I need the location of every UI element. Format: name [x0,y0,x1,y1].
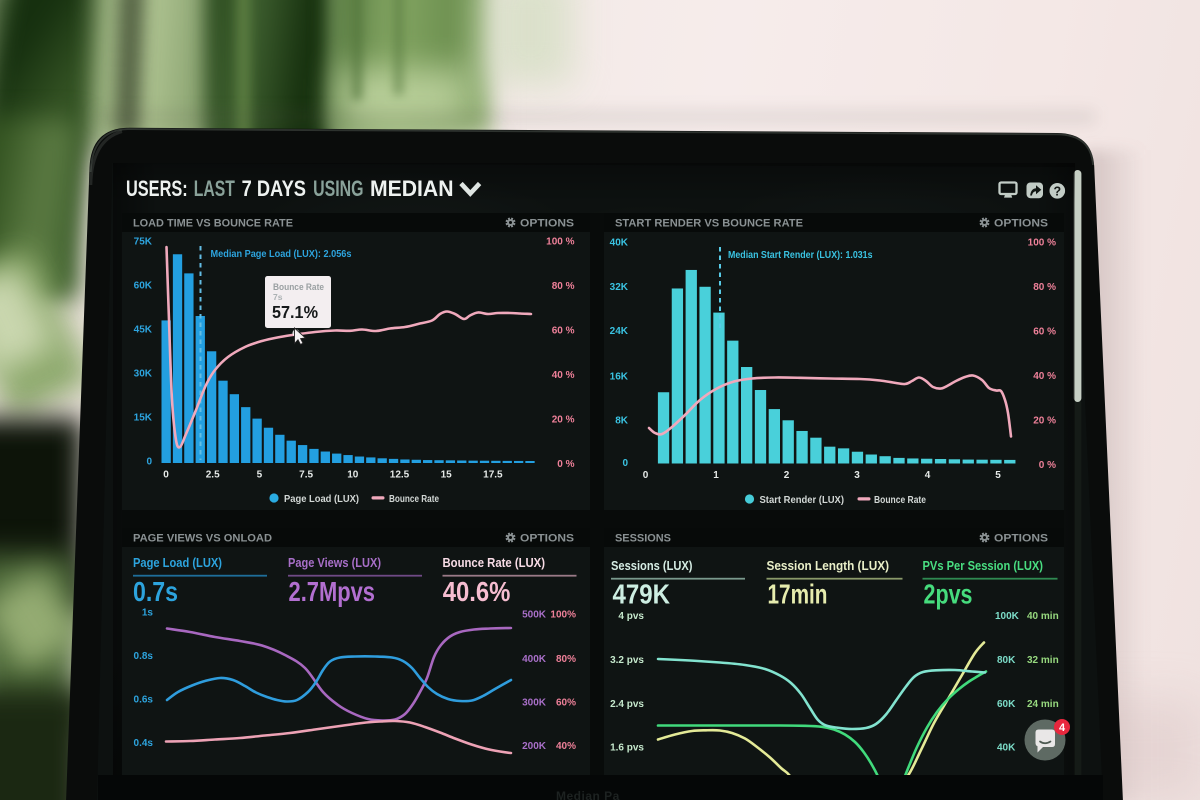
svg-text:0.6s: 0.6s [134,695,154,706]
svg-text:4: 4 [925,470,931,481]
svg-text:24K: 24K [610,326,629,337]
svg-text:57.1%: 57.1% [272,302,318,322]
svg-text:40K: 40K [997,743,1016,754]
svg-text:USING: USING [313,176,363,201]
svg-text:32K: 32K [610,282,629,293]
svg-text:Bounce Rate: Bounce Rate [389,493,439,505]
svg-text:20 %: 20 % [552,415,575,426]
svg-text:Bounce Rate: Bounce Rate [273,282,324,293]
svg-text:5: 5 [995,470,1001,481]
svg-text:80 %: 80 % [552,281,575,292]
svg-text:4: 4 [1059,722,1066,734]
svg-text:8K: 8K [615,416,629,427]
svg-text:100 %: 100 % [546,237,574,248]
svg-text:OPTIONS: OPTIONS [520,218,574,230]
svg-text:4 pvs: 4 pvs [618,611,644,622]
svg-text:0: 0 [643,470,649,481]
svg-text:7s: 7s [273,292,283,302]
svg-text:12.5: 12.5 [390,470,410,481]
svg-text:7 DAYS: 7 DAYS [242,176,306,201]
svg-text:100K: 100K [995,611,1020,622]
svg-text:Median Start Render (LUX): 1.0: Median Start Render (LUX): 1.031s [728,249,873,261]
svg-text:0.4s: 0.4s [134,738,154,749]
svg-text:60K: 60K [997,699,1016,710]
svg-text:75K: 75K [134,237,153,248]
svg-text:40.6%: 40.6% [443,576,511,607]
svg-text:500K: 500K [522,610,547,621]
svg-text:3.2 pvs: 3.2 pvs [610,655,644,666]
svg-text:479K: 479K [613,579,671,610]
svg-text:80K: 80K [997,655,1016,666]
svg-text:1s: 1s [142,608,154,619]
svg-text:Sessions (LUX): Sessions (LUX) [611,558,693,573]
svg-text:16K: 16K [610,372,629,383]
svg-text:0.7s: 0.7s [133,576,178,607]
svg-text:Bounce Rate (LUX): Bounce Rate (LUX) [443,555,546,570]
svg-text:30K: 30K [134,369,153,380]
svg-text:SESSIONS: SESSIONS [615,533,671,545]
svg-text:Session Length (LUX): Session Length (LUX) [767,558,890,573]
svg-text:60 %: 60 % [1033,327,1056,338]
svg-text:40K: 40K [610,238,629,249]
svg-text:40%: 40% [556,741,576,752]
svg-text:100%: 100% [550,610,576,621]
svg-text:2.5: 2.5 [206,470,220,481]
svg-text:0: 0 [622,458,628,469]
svg-text:17.5: 17.5 [483,470,503,481]
svg-text:Median Page Load (LUX): 2.056s: Median Page Load (LUX): 2.056s [211,248,352,260]
svg-text:20 %: 20 % [1033,416,1056,427]
svg-text:START RENDER VS BOUNCE RATE: START RENDER VS BOUNCE RATE [615,218,803,230]
svg-text:40 %: 40 % [1033,371,1056,382]
svg-text:45K: 45K [134,325,153,336]
svg-text:LAST: LAST [194,176,235,201]
svg-text:Page Views (LUX): Page Views (LUX) [288,555,381,570]
svg-text:OPTIONS: OPTIONS [994,218,1048,230]
svg-text:24 min: 24 min [1027,699,1059,710]
svg-text:80 %: 80 % [1033,282,1056,293]
svg-text:LOAD TIME VS BOUNCE RATE: LOAD TIME VS BOUNCE RATE [133,218,293,230]
svg-text:300K: 300K [522,698,547,709]
svg-text:3: 3 [854,470,860,481]
svg-text:PVs Per Session (LUX): PVs Per Session (LUX) [923,558,1044,573]
svg-text:15K: 15K [134,413,153,424]
svg-text:2pvs: 2pvs [924,579,973,610]
svg-text:5: 5 [257,470,263,481]
svg-text:OPTIONS: OPTIONS [520,533,574,545]
svg-text:60%: 60% [556,698,576,709]
svg-text:Bounce Rate: Bounce Rate [874,494,926,506]
svg-text:?: ? [1053,184,1061,198]
svg-text:32 min: 32 min [1027,655,1059,666]
svg-text:OPTIONS: OPTIONS [994,533,1048,545]
svg-text:0: 0 [163,470,169,481]
svg-text:200K: 200K [522,741,547,752]
svg-text:400K: 400K [522,654,547,665]
svg-text:100 %: 100 % [1028,238,1056,249]
svg-text:2.7Mpvs: 2.7Mpvs [289,576,376,607]
svg-text:0: 0 [146,457,152,468]
svg-text:2: 2 [784,470,790,481]
svg-text:10: 10 [347,470,359,481]
svg-text:PAGE VIEWS VS ONLOAD: PAGE VIEWS VS ONLOAD [133,533,272,545]
svg-text:40 min: 40 min [1027,611,1059,622]
svg-text:60 %: 60 % [552,326,575,337]
svg-text:USERS:: USERS: [126,176,188,201]
svg-text:60K: 60K [134,281,153,292]
svg-text:0.8s: 0.8s [134,651,154,662]
svg-text:40 %: 40 % [552,370,575,381]
svg-text:Page Load (LUX): Page Load (LUX) [284,493,359,505]
svg-text:80%: 80% [556,654,576,665]
svg-text:Page Load (LUX): Page Load (LUX) [133,555,222,570]
svg-text:0 %: 0 % [557,459,574,470]
svg-text:1: 1 [713,470,719,481]
svg-text:15: 15 [441,470,453,481]
svg-text:17min: 17min [768,579,828,610]
svg-text:MEDIAN: MEDIAN [370,176,454,201]
svg-text:1.6 pvs: 1.6 pvs [610,743,644,754]
svg-text:7.5: 7.5 [299,470,313,481]
svg-text:2.4 pvs: 2.4 pvs [610,699,644,710]
svg-text:Start Render (LUX): Start Render (LUX) [760,494,845,506]
svg-text:0 %: 0 % [1039,460,1056,471]
